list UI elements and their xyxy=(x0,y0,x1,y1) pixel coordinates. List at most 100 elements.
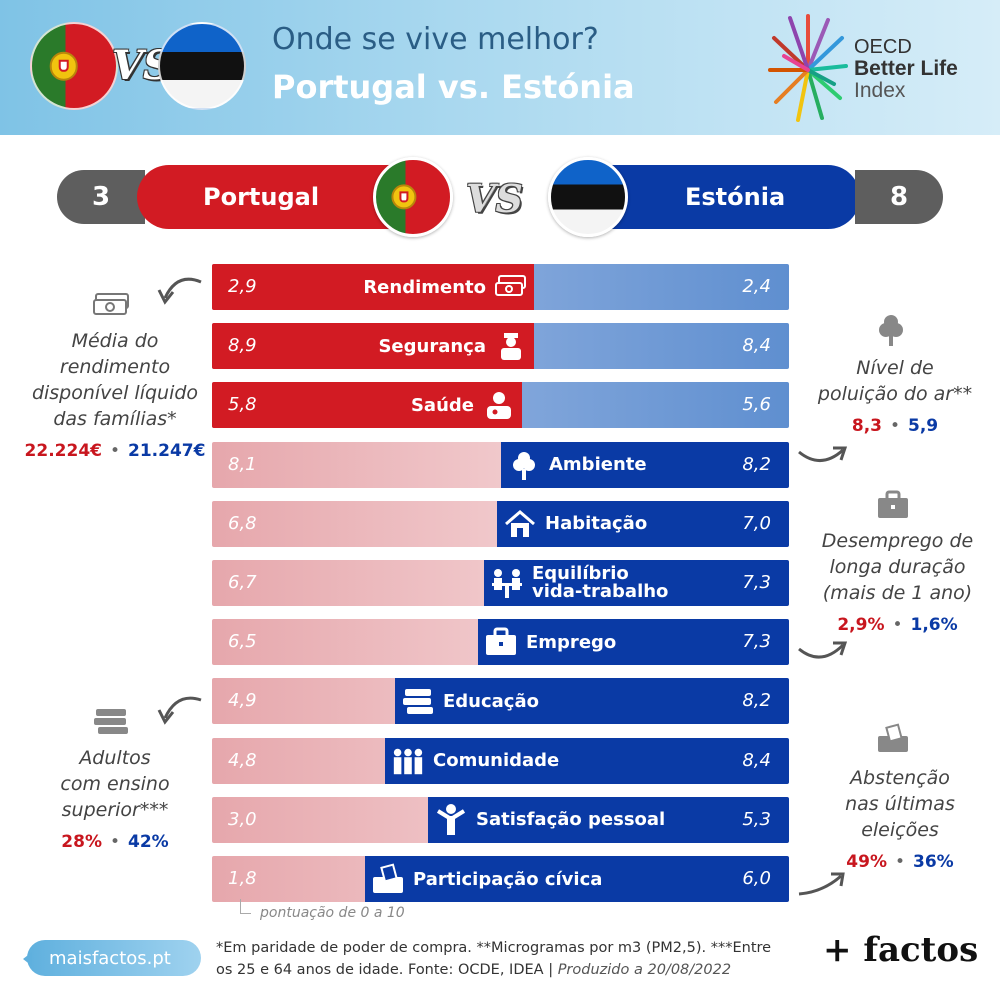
website-link[interactable]: maisfactos.pt xyxy=(23,940,201,976)
portugal-value: 6,7 xyxy=(228,572,257,593)
estonia-value: 7,3 xyxy=(742,631,771,653)
arrow-icon xyxy=(157,277,202,305)
category-label: Equilíbrio vida-trabalho xyxy=(490,560,668,606)
unemployment-annotation: Desemprego de longa duração (mais de 1 a… xyxy=(821,530,974,635)
category-label: Habitação xyxy=(503,501,647,547)
estonia-bar xyxy=(428,796,789,843)
arrow-icon xyxy=(157,696,202,725)
brand-logo: + factos xyxy=(823,930,979,970)
category-row: 1,8 6,0 Participação cívica xyxy=(212,856,789,902)
portugal-bar xyxy=(212,264,534,310)
work-life-icon xyxy=(490,568,524,598)
category-name: Participação cívica xyxy=(413,868,603,890)
estonia-flag-icon xyxy=(548,157,628,237)
estonia-bar xyxy=(484,560,789,606)
doctor-icon xyxy=(482,390,516,420)
ballot-icon xyxy=(878,723,908,752)
ballot-icon xyxy=(371,863,405,894)
estonia-bar xyxy=(478,619,789,666)
category-row: 6,7 7,3 Equilíbrio vida-trabalho xyxy=(212,560,789,606)
portugal-value: 4,9 xyxy=(228,690,257,712)
logo-oecd: OECD xyxy=(854,36,912,58)
estonia-value: 5,3 xyxy=(742,808,771,830)
portugal-value: 8,9 xyxy=(228,335,257,357)
money-icon xyxy=(494,272,528,302)
category-name: Ambiente xyxy=(549,454,647,476)
category-row: 6,8 7,0 Habitação xyxy=(212,500,789,547)
people-icon xyxy=(391,746,425,776)
portugal-score: 3 xyxy=(57,170,145,224)
category-row: 4,8 8,4 Comunidade xyxy=(212,737,789,784)
estonia-bar xyxy=(365,856,789,902)
happy-person-icon xyxy=(434,803,468,835)
portugal-flag-icon xyxy=(30,22,118,110)
estonia-score: 8 xyxy=(855,170,943,224)
category-row: 6,5 7,3 Emprego xyxy=(212,619,789,666)
police-icon xyxy=(494,331,528,361)
category-name: Educação xyxy=(443,690,539,712)
estonia-value: 2,4 xyxy=(742,276,771,297)
arrow-icon xyxy=(798,641,848,659)
briefcase-icon xyxy=(484,627,518,657)
portugal-value: 6,8 xyxy=(228,512,257,534)
category-label: Emprego xyxy=(484,619,616,665)
books-icon xyxy=(401,686,435,716)
category-label: Satisfação pessoal xyxy=(434,797,665,843)
starburst-icon xyxy=(768,14,848,122)
pollution-annotation: Nível de poluição do ar** 8,3 • 5,9 xyxy=(817,357,973,436)
category-row: 2,9 2,4 Rendimento xyxy=(212,264,789,310)
scale-note: pontuação de 0 a 10 xyxy=(240,899,405,921)
estonia-flag-icon xyxy=(158,22,246,110)
estonia-value: 6,0 xyxy=(742,868,771,889)
category-name: Habitação xyxy=(545,513,648,535)
category-label: Ambiente xyxy=(507,442,647,488)
category-label: Comunidade xyxy=(391,738,559,784)
category-row: 3,0 5,3 Satisfação pessoal xyxy=(212,796,789,843)
logo-better-life: Better Life xyxy=(854,57,958,80)
estonia-value: 8,4 xyxy=(742,335,771,357)
estonia-value: 8,2 xyxy=(742,690,771,712)
estonia-bar xyxy=(501,441,789,488)
estonia-bar xyxy=(385,737,789,784)
category-label: Saúde xyxy=(411,382,516,428)
arrow-icon xyxy=(798,872,845,896)
estonia-bar xyxy=(497,500,789,547)
books-icon xyxy=(94,709,128,734)
portugal-value: 5,8 xyxy=(228,394,257,416)
estonia-value: 7,0 xyxy=(742,512,771,534)
briefcase-icon xyxy=(878,490,908,518)
vs-label: VS xyxy=(466,176,523,221)
header-banner: VS Onde se vive melhor? Portugal vs. Est… xyxy=(0,0,1000,135)
house-icon xyxy=(503,509,537,539)
portugal-bar xyxy=(212,323,534,370)
portugal-value: 1,8 xyxy=(228,868,257,889)
footnote: *Em paridade de poder de compra. **Micro… xyxy=(216,940,772,978)
category-name: Satisfação pessoal xyxy=(476,809,666,831)
portugal-value: 8,1 xyxy=(228,453,257,475)
portugal-flag-icon xyxy=(373,157,453,237)
logo-index: Index xyxy=(854,79,906,102)
money-icon xyxy=(93,293,129,315)
portugal-value: 6,5 xyxy=(228,631,257,653)
category-name: Rendimento xyxy=(363,276,486,298)
category-row: 5,8 5,6 Saúde xyxy=(212,382,789,429)
oecd-better-life-logo: OECD Better Life Index xyxy=(768,10,988,125)
page-subtitle: Onde se vive melhor? xyxy=(272,22,599,57)
category-name: Saúde xyxy=(410,394,474,416)
tree-icon xyxy=(879,315,903,346)
page-title: Portugal vs. Estónia xyxy=(272,68,635,106)
category-label: Rendimento xyxy=(363,264,528,310)
education-annotation: Adultos com ensino superior*** 28% • 42% xyxy=(60,747,170,852)
category-label: Participação cívica xyxy=(371,856,602,902)
category-name: Emprego xyxy=(526,631,617,653)
portugal-value: 2,9 xyxy=(228,276,257,297)
category-row: 8,1 8,2 Ambiente xyxy=(212,441,789,488)
arrow-icon xyxy=(798,446,848,462)
category-row: 8,9 8,4 Segurança xyxy=(212,323,789,370)
estonia-value: 7,3 xyxy=(742,572,771,593)
category-name: Comunidade xyxy=(433,750,560,772)
category-name: Equilíbrio vida-trabalho xyxy=(532,563,669,602)
portugal-bar xyxy=(212,382,522,429)
portugal-value: 3,0 xyxy=(228,808,257,830)
estonia-value: 5,6 xyxy=(742,394,771,416)
